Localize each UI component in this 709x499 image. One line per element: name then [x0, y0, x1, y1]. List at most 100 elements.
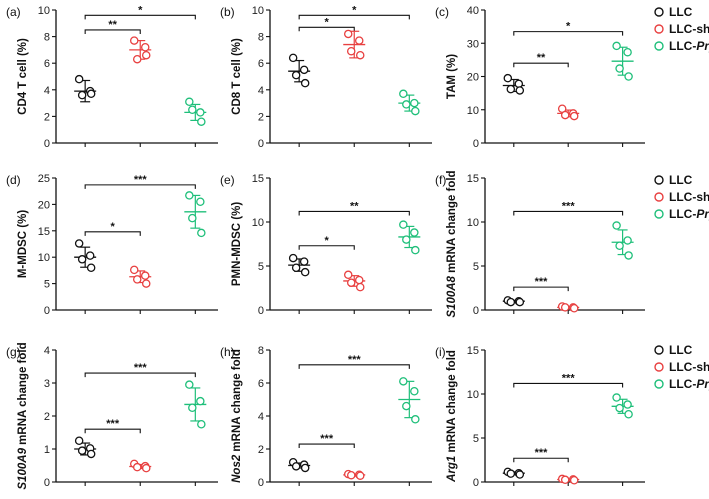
significance-bracket	[84, 428, 141, 434]
series-1	[343, 469, 366, 480]
y-axis-label: Arg1 mRNA change fold	[446, 350, 458, 483]
significance-bracket	[513, 62, 569, 68]
panel-label: (e)	[220, 173, 235, 187]
significance-bracket	[84, 184, 196, 189]
legend-label-prefix: LLC-	[669, 39, 696, 53]
y-axis-label-part: S100A9	[17, 447, 29, 489]
data-point	[399, 89, 408, 99]
y-tick-label: 40	[467, 5, 479, 17]
data-point	[506, 469, 516, 478]
significance-label: ***	[106, 418, 120, 430]
data-point	[140, 271, 150, 280]
data-point	[399, 377, 408, 386]
y-axis-label-part: mRNA change fold	[231, 349, 243, 455]
panel-label: (f)	[435, 173, 446, 187]
y-tick-label: 0	[44, 305, 50, 317]
y-tick-label: 6	[258, 378, 264, 390]
data-point	[560, 303, 570, 312]
data-point	[411, 415, 420, 424]
series-1	[557, 104, 580, 121]
data-point	[129, 36, 139, 45]
data-point	[140, 42, 150, 52]
legend-label-prefix: LLC	[669, 173, 693, 187]
significance-label: ***	[562, 372, 576, 384]
y-axis-label-part: S100A8	[446, 275, 458, 317]
series-1	[557, 474, 580, 485]
data-point	[515, 470, 525, 479]
data-point	[355, 50, 365, 60]
series-0	[74, 239, 97, 273]
legend-marker	[654, 379, 664, 389]
y-tick-label: 2	[258, 111, 264, 123]
data-point	[615, 64, 624, 73]
significance-label: *	[352, 4, 357, 16]
data-point	[196, 396, 205, 406]
y-tick-label: 0	[258, 138, 264, 150]
data-point	[288, 253, 298, 263]
y-tick-label: 25	[38, 173, 50, 185]
series-1	[557, 302, 580, 313]
data-point	[77, 255, 87, 264]
panel-label: (h)	[220, 345, 235, 359]
panel-label: (i)	[435, 345, 446, 359]
data-point	[612, 221, 621, 230]
y-tick-label: 2	[44, 111, 50, 123]
data-point	[196, 197, 205, 207]
data-point	[615, 241, 624, 251]
data-point	[402, 100, 411, 109]
significance-label: *	[111, 221, 116, 233]
legend-label: LLC	[669, 343, 693, 357]
series-2	[611, 41, 634, 81]
significance-label: *	[325, 235, 330, 247]
series-0	[74, 74, 97, 103]
y-tick-label: 15	[467, 345, 479, 357]
significance-label: ***	[134, 362, 148, 374]
data-point	[402, 235, 411, 244]
legend-marker	[654, 41, 664, 51]
significance-bracket	[513, 31, 624, 36]
y-tick-label: 20	[467, 72, 479, 84]
significance-bracket	[513, 210, 624, 216]
significance-label: *	[138, 4, 143, 16]
y-axis-label-part: CD4 T cell (%)	[17, 38, 29, 115]
legend-marker	[654, 24, 664, 34]
data-point	[343, 29, 353, 39]
y-tick-label: 4	[44, 345, 50, 357]
y-axis-label: CD8 T cell (%)	[231, 38, 243, 115]
legend-label-prefix: LLC-sh	[669, 22, 709, 36]
y-tick-label: 10	[38, 5, 50, 17]
y-tick-label: 0	[258, 305, 264, 317]
data-point	[299, 257, 309, 266]
y-tick-label: 15	[38, 226, 50, 238]
y-tick-label: 6	[258, 58, 264, 70]
data-point	[197, 419, 206, 429]
data-point	[560, 110, 570, 120]
data-point	[196, 108, 205, 117]
y-axis-label-part: Arg1	[446, 456, 458, 483]
y-axis-label: CD4 T cell (%)	[17, 38, 29, 115]
significance-bracket	[513, 457, 569, 463]
significance-label: ***	[535, 276, 549, 288]
y-tick-label: 10	[252, 217, 264, 229]
data-point	[343, 270, 353, 280]
y-tick-label: 3	[44, 378, 50, 390]
legend-label-gene: Prps2	[696, 207, 709, 221]
panel-label: (d)	[6, 173, 21, 187]
data-point	[74, 436, 84, 445]
y-tick-label: 2	[44, 411, 50, 423]
panel-label: (a)	[6, 5, 21, 19]
significance-bracket	[298, 210, 410, 216]
y-tick-label: 10	[467, 389, 479, 401]
y-axis-label-part: mRNA change fold	[17, 342, 29, 448]
legend-label-prefix: LLC	[669, 5, 693, 19]
y-tick-label: 0	[473, 305, 479, 317]
y-tick-label: 5	[473, 433, 479, 445]
data-point	[624, 251, 633, 260]
legend-label: LLC-Prps2	[669, 377, 709, 391]
series-0	[288, 457, 311, 473]
series-2	[611, 221, 634, 260]
